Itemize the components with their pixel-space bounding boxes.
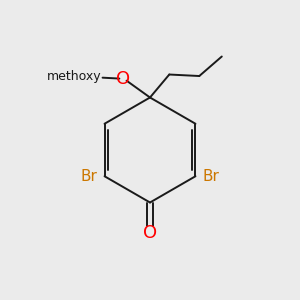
Text: Br: Br: [203, 169, 220, 184]
Text: O: O: [143, 224, 157, 242]
Text: methoxy: methoxy: [46, 70, 101, 83]
Text: O: O: [116, 70, 130, 88]
Text: Br: Br: [80, 169, 97, 184]
